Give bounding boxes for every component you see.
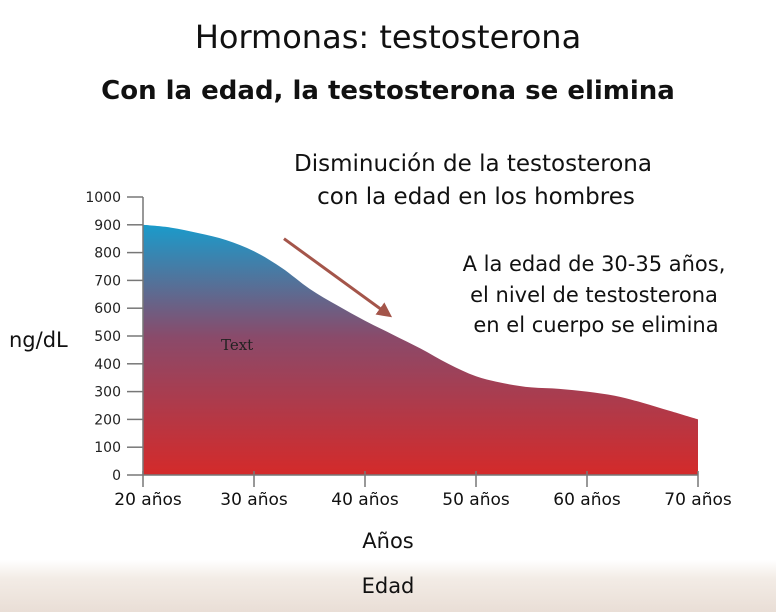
y-tick-label: 0 [112,468,121,484]
y-tick-label: 500 [94,329,121,345]
chart-title-line-2: con la edad en los hombres [317,184,635,210]
y-tick-label: 1000 [85,190,121,206]
annotation-line-3: en el cuerpo se elimina [473,313,718,337]
x-tick-label: 70 años [664,490,732,510]
y-tick-label: 200 [94,412,121,428]
x-tick-label: 20 años [114,490,182,510]
y-tick-label: 700 [94,273,121,289]
x-tick-label: 40 años [331,490,399,510]
x-tick-label: 60 años [553,490,621,510]
trend-arrow [283,237,393,318]
y-axis-label: ng/dL [9,328,68,352]
x-axis-label: Años [362,529,413,553]
y-tick-label: 400 [94,357,121,373]
chart-title-line-1: Disminución de la testosterona [294,151,652,177]
annotation-line-1: A la edad de 30-35 años, [463,252,726,276]
testosterone-area [143,224,698,475]
placeholder-text: Text [221,336,253,354]
page-subtitle: Con la edad, la testosterona se elimina [101,76,675,106]
y-axis: 0 100 200 300 400 500 600 700 800 900 1000 [85,190,144,484]
y-tick-label: 600 [94,301,121,317]
y-tick-label: 100 [94,440,121,456]
y-tick-label: 300 [94,385,121,401]
footer-label: Edad [361,574,415,598]
x-tick-label: 50 años [442,490,510,510]
y-tick-label: 800 [94,246,121,262]
x-axis: 20 años 30 años 40 años 50 años 60 años 70 añ… [114,471,732,510]
x-tick-label: 30 años [220,490,288,510]
page-title: Hormonas: testosterona [194,18,582,56]
y-tick-label: 900 [94,218,121,234]
annotation-line-2: el nivel de testosterona [470,283,718,307]
